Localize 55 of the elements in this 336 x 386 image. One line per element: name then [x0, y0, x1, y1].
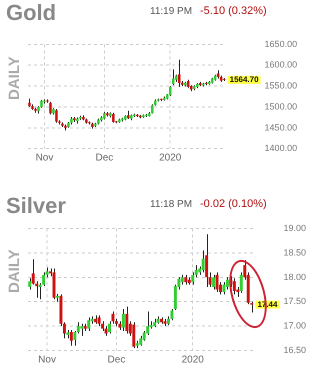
y-axis-title: DAILY — [6, 249, 24, 293]
x-tick-label: Nov — [36, 152, 54, 164]
chart-title: Gold — [6, 0, 56, 26]
candlestick — [112, 310, 114, 324]
x-tick-label: Dec — [108, 354, 126, 366]
candlestick — [55, 108, 58, 124]
y-tick-label: 18.50 — [283, 247, 306, 258]
candlestick — [132, 322, 136, 349]
candlestick — [205, 234, 208, 288]
y-tick-label: 1650.00 — [264, 38, 298, 49]
candlestick — [122, 308, 125, 332]
candlestick — [87, 316, 90, 332]
candlestick — [180, 274, 184, 286]
x-tick-label: 2020 — [182, 354, 204, 366]
y-tick-label: 17.00 — [283, 320, 306, 331]
y-tick-label: 1600.00 — [264, 60, 298, 70]
text: -5.10 (0.32%) — [200, 5, 267, 17]
candlestick — [222, 282, 226, 295]
y-tick-label: 19.00 — [283, 222, 306, 233]
candlestick — [170, 308, 174, 321]
candlestick — [150, 104, 154, 114]
candlestick — [202, 250, 205, 273]
y-tick-label: 1550.00 — [264, 80, 298, 91]
candlestick — [184, 274, 188, 286]
candlestick — [139, 335, 142, 346]
candlestick — [49, 101, 52, 115]
candlestick — [98, 314, 101, 327]
candlestick — [104, 326, 108, 336]
candlestick — [70, 330, 73, 346]
candlestick — [216, 272, 218, 292]
candlestick — [212, 274, 216, 290]
text: -0.02 (0.10%) — [200, 198, 267, 210]
y-tick-label: 17.50 — [283, 296, 306, 306]
y-tick-label: 16.50 — [283, 345, 306, 356]
x-tick-label: Dec — [95, 152, 114, 164]
x-tick-label: Nov — [38, 354, 56, 366]
chart-subtitle: 11:18 PM — [150, 199, 192, 210]
y-axis-title: DAILY — [6, 56, 24, 100]
y-tick-label: 1450.00 — [264, 122, 298, 132]
chart-subtitle: 11:19 PM — [150, 6, 192, 17]
text: 1564.70 — [230, 75, 260, 84]
candlestick — [112, 112, 115, 124]
candlestick — [32, 258, 35, 286]
x-tick-label: 2020 — [159, 152, 182, 164]
y-tick-label: 1500.00 — [264, 101, 298, 112]
candlestick — [232, 278, 236, 295]
candlestick — [168, 86, 172, 97]
y-tick-label: 1400.00 — [264, 143, 298, 154]
candlestick — [125, 306, 128, 334]
candlestick — [108, 320, 111, 334]
y-tick-label: 18.00 — [283, 272, 306, 282]
candlestick — [178, 59, 180, 88]
candlestick — [240, 272, 243, 294]
chart-title: Silver — [6, 193, 66, 219]
candlestick — [172, 68, 174, 86]
